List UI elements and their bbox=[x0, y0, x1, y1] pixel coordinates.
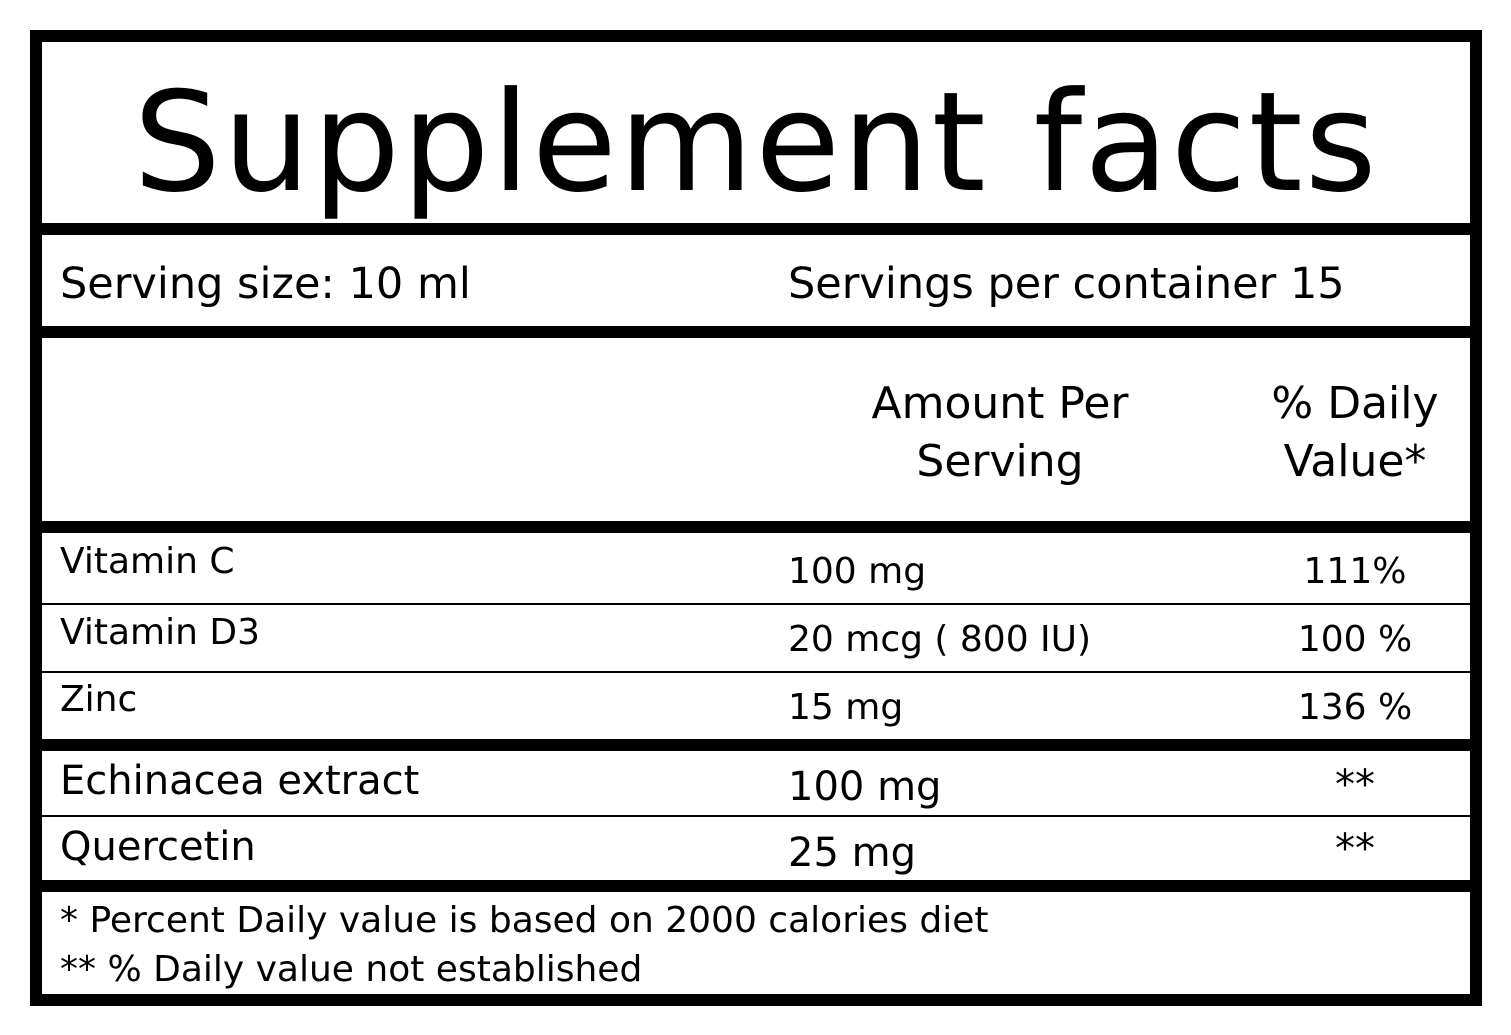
nutrient-amount: 100 mg bbox=[788, 551, 927, 592]
ingredient-daily-value: ** bbox=[1335, 826, 1375, 872]
column-header-daily-value: % Daily Value* bbox=[1245, 375, 1465, 491]
serving-size: Serving size: 10 ml bbox=[60, 259, 471, 309]
divider-row bbox=[42, 815, 1470, 817]
divider-title bbox=[42, 223, 1470, 235]
column-header-amount-line2: Serving bbox=[916, 436, 1084, 487]
nutrient-name: Vitamin D3 bbox=[60, 612, 260, 653]
nutrient-daily-value: 111% bbox=[1303, 551, 1407, 592]
ingredient-name: Echinacea extract bbox=[60, 758, 420, 804]
servings-per-container: Servings per container 15 bbox=[788, 259, 1345, 309]
nutrient-amount: 20 mcg ( 800 IU) bbox=[788, 619, 1092, 660]
column-header-amount: Amount Per Serving bbox=[820, 375, 1180, 491]
nutrient-name: Zinc bbox=[60, 679, 138, 720]
nutrient-name: Vitamin C bbox=[60, 541, 235, 582]
ingredient-name: Quercetin bbox=[60, 824, 256, 870]
ingredient-amount: 100 mg bbox=[788, 764, 942, 810]
nutrient-amount: 15 mg bbox=[788, 687, 904, 728]
footnote-not-established: ** % Daily value not established bbox=[60, 949, 643, 990]
divider-row bbox=[42, 671, 1470, 673]
supplement-facts-panel bbox=[30, 30, 1482, 1006]
ingredient-amount: 25 mg bbox=[788, 830, 916, 876]
divider-section bbox=[42, 739, 1470, 751]
nutrient-daily-value: 100 % bbox=[1297, 619, 1413, 660]
divider-serving bbox=[42, 326, 1470, 338]
divider-row bbox=[42, 603, 1470, 605]
column-header-dv-line2: Value* bbox=[1283, 436, 1427, 487]
panel-title: Supplement facts bbox=[133, 62, 1379, 223]
nutrient-daily-value: 136 % bbox=[1297, 687, 1413, 728]
ingredient-daily-value: ** bbox=[1335, 762, 1375, 808]
divider-footnotes bbox=[42, 880, 1470, 892]
divider-header bbox=[42, 521, 1470, 533]
footnote-daily-value-basis: * Percent Daily value is based on 2000 c… bbox=[60, 900, 989, 941]
column-header-dv-line1: % Daily bbox=[1271, 378, 1439, 429]
column-header-amount-line1: Amount Per bbox=[871, 378, 1129, 429]
